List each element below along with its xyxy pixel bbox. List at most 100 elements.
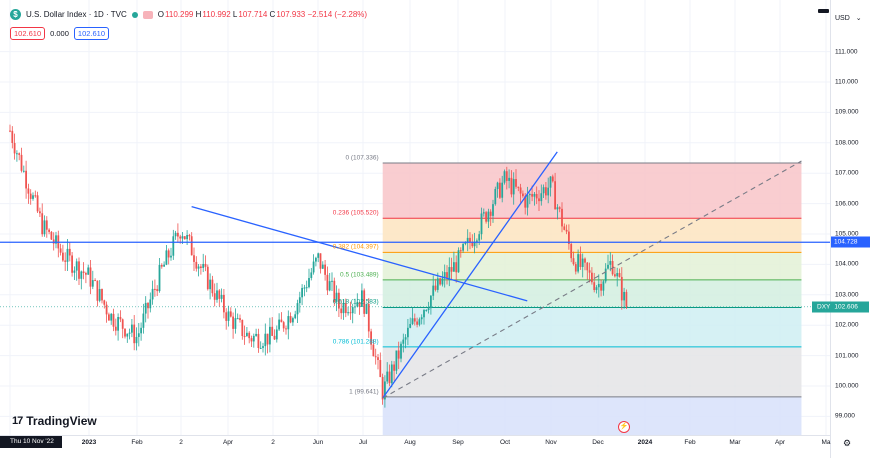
candle-body (361, 290, 363, 307)
fib-zone (382, 218, 802, 253)
time-tick-label: Jun (312, 439, 324, 446)
candle-body (588, 270, 591, 273)
candle-body (45, 220, 48, 230)
price-tick-label: 110.000 (835, 78, 859, 86)
candle-body (388, 371, 391, 384)
candle-body (563, 226, 566, 230)
candle-body (308, 278, 310, 288)
candle-body (326, 274, 329, 291)
candle-body (600, 283, 602, 291)
candle-body (241, 319, 244, 337)
candle-body (522, 193, 524, 197)
candle-body (103, 300, 106, 305)
candle-body (112, 313, 115, 327)
candle-body (126, 333, 129, 337)
candle-body (78, 261, 80, 279)
candle-body (87, 267, 90, 275)
candle-body (149, 299, 152, 309)
candle-body (248, 332, 251, 339)
indicator-value-c[interactable]: 102.610 (73, 27, 110, 40)
candle-body (434, 285, 437, 290)
candle-body (174, 232, 177, 237)
candle-body (147, 302, 149, 309)
candle-body (188, 235, 191, 237)
fib-label: 0.382 (104.397) (332, 243, 379, 251)
candle-body (234, 318, 237, 329)
chart-area[interactable] (0, 0, 830, 435)
fib-label: 0.618 (102.583) (332, 298, 379, 306)
candle-body (579, 254, 582, 267)
symbol-title[interactable]: U.S. Dollar Index · 1D · TVC (26, 10, 127, 19)
candle-body (545, 187, 547, 196)
candle-body (335, 292, 338, 302)
tradingview-logo[interactable]: 17 TradingView (12, 414, 97, 428)
candle-body (252, 335, 255, 342)
candle-body (512, 179, 515, 195)
price-tick-label: 108.000 (835, 139, 859, 147)
indicator-value-a[interactable]: 102.610 (10, 27, 46, 40)
candle-body (425, 309, 428, 311)
candle-body (32, 195, 34, 199)
candle-body (59, 248, 62, 253)
candle-body (423, 310, 425, 318)
candle-body (455, 262, 458, 273)
candle-body (202, 263, 205, 268)
candle-body (321, 264, 324, 269)
hline-price-badge: 104.728 (831, 236, 870, 248)
candle-body (340, 308, 343, 314)
price-axis[interactable] (830, 0, 870, 458)
candle-body (413, 318, 416, 322)
candle-body (110, 313, 113, 321)
tradingview-logo-mark: 17 (12, 415, 23, 427)
candle-body (430, 295, 432, 309)
candle-body (443, 272, 446, 279)
candle-body (280, 319, 283, 323)
candle-body (68, 248, 71, 256)
fib-label: 1 (99.641) (349, 388, 379, 396)
candle-body (450, 267, 453, 272)
minimize-icon[interactable] (818, 9, 829, 13)
candle-body (476, 240, 478, 242)
candle-body (446, 272, 448, 279)
symbol-icon: $ (10, 9, 21, 20)
candle-body (459, 250, 462, 252)
candle-body (82, 271, 85, 274)
candle-body (384, 381, 386, 400)
time-tick-label: Feb (131, 439, 143, 446)
candle-body (554, 181, 556, 210)
candle-body (496, 182, 499, 189)
candle-body (618, 273, 621, 277)
last-price-symbol: DXY (815, 303, 833, 311)
candle-body (503, 171, 506, 183)
time-tick-label: Aug (404, 439, 416, 446)
flag-icon[interactable] (142, 10, 153, 19)
candle-body (133, 324, 136, 344)
candle-body (18, 153, 21, 155)
candle-body (216, 290, 218, 300)
price-chart[interactable] (0, 0, 830, 435)
candle-body (140, 327, 142, 334)
market-status-icon (131, 11, 138, 18)
candle-body (533, 193, 536, 197)
gear-icon[interactable]: ⚙ (843, 438, 852, 448)
currency-selector[interactable]: USD ⌄ (835, 14, 862, 23)
candle-body (395, 350, 398, 371)
candle-body (492, 204, 494, 216)
time-tick-label: Ma (821, 439, 831, 446)
candle-body (296, 303, 299, 315)
time-tick-label: 2024 (637, 439, 653, 446)
fib-zone (382, 346, 802, 397)
candle-body (556, 207, 559, 210)
event-icon[interactable]: ⚡ (618, 421, 630, 433)
candle-body (404, 337, 407, 340)
candle-body (262, 346, 264, 348)
candle-body (436, 278, 439, 290)
candle-body (489, 211, 492, 216)
candle-body (151, 288, 154, 300)
candle-body (397, 350, 400, 359)
candle-body (367, 303, 370, 332)
candle-body (298, 297, 301, 304)
candle-body (351, 307, 354, 314)
price-tick-label: 111.000 (835, 48, 858, 56)
time-axis[interactable] (0, 435, 830, 458)
